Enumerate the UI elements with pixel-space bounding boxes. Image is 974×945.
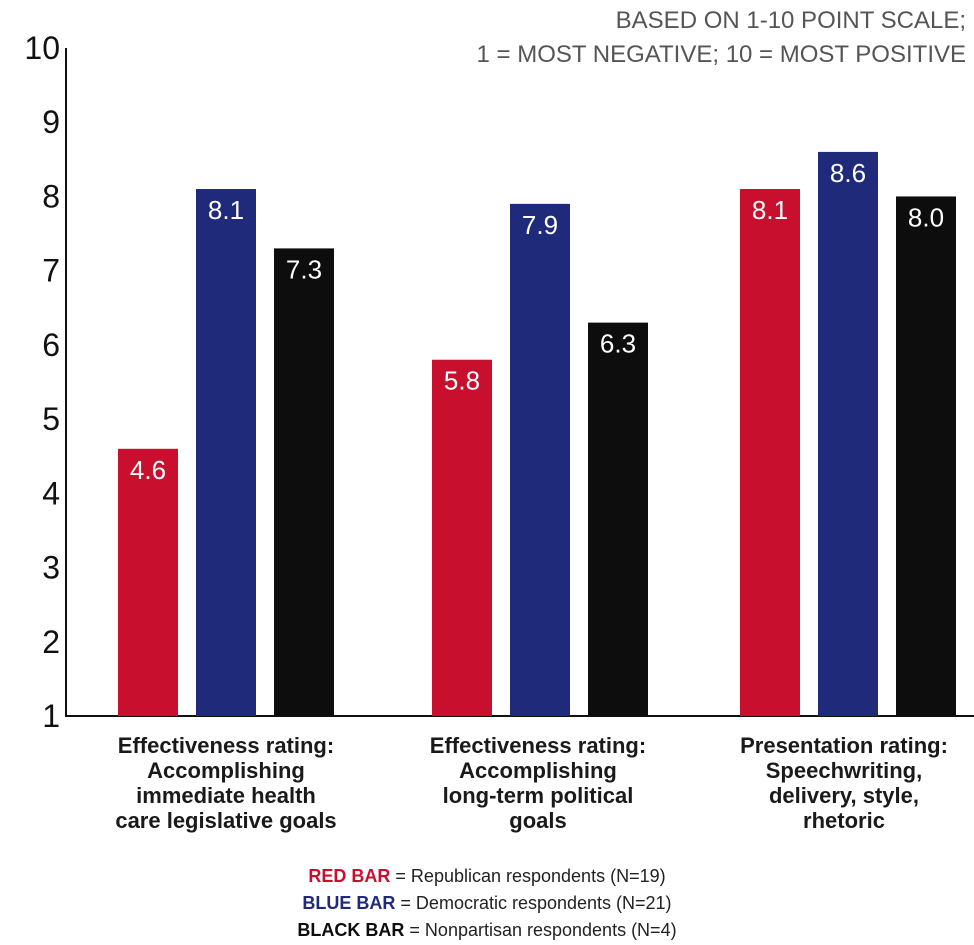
category-label-1: Effectiveness rating: Accomplishing imme…	[76, 733, 376, 833]
category-label-line: Effectiveness rating:	[429, 733, 647, 758]
category-label-line: Presentation rating:	[740, 733, 948, 758]
category-label-line: Accomplishing	[459, 758, 617, 783]
y-tick-label: 10	[24, 30, 60, 66]
bar-value-label: 6.3	[600, 329, 636, 359]
bar	[588, 322, 648, 716]
y-tick-label: 9	[42, 104, 60, 140]
category-label-3: Presentation rating: Speechwriting, deli…	[694, 733, 974, 833]
bar	[274, 248, 334, 716]
bar-value-label: 8.0	[908, 202, 944, 232]
bar-value-label: 7.9	[522, 210, 558, 240]
scale-note-line-1: BASED ON 1-10 POINT SCALE;	[615, 7, 966, 34]
y-tick-label: 6	[42, 327, 60, 363]
category-label-line: Speechwriting,	[765, 758, 923, 783]
bar	[432, 359, 492, 716]
bar	[196, 189, 256, 716]
category-label-line: Effectiveness rating:	[117, 733, 335, 758]
bar-chart: 1 2 3 4 5 6 7 8 9 10 4.6 5.8 8.1 8.1 7.9 8.6 7.3 6.3 8.0	[24, 30, 974, 730]
y-tick-label: 1	[42, 698, 60, 730]
bar-value-label: 8.1	[208, 195, 244, 225]
y-tick-label: 3	[42, 550, 60, 586]
bar	[818, 151, 878, 716]
legend-text: = Democratic respondents (N=21)	[395, 893, 672, 913]
bar	[118, 448, 178, 716]
y-tick-label: 7	[42, 253, 60, 289]
legend-text: = Republican respondents (N=19)	[390, 866, 666, 886]
category-label-line: long-term political	[442, 783, 634, 808]
bar-value-label: 8.6	[830, 158, 866, 188]
bar-value-label: 4.6	[130, 455, 166, 485]
y-tick-label: 8	[42, 178, 60, 214]
category-label-2: Effectiveness rating: Accomplishing long…	[388, 733, 688, 833]
y-tick-label: 4	[42, 475, 60, 511]
y-tick-label: 2	[42, 624, 60, 660]
scale-note-line-2: 1 = MOST NEGATIVE; 10 = MOST POSITIVE	[476, 41, 966, 68]
legend-democratic: BLUE BAR = Democratic respondents (N=21)	[0, 893, 974, 914]
category-label-line: goals	[509, 808, 567, 833]
legend-key-blue: BLUE BAR	[302, 893, 396, 913]
legend-key-black: BLACK BAR	[297, 920, 405, 940]
bar	[896, 196, 956, 716]
y-tick-label: 5	[42, 401, 60, 437]
bar-value-label: 7.3	[286, 254, 322, 284]
category-label-line: delivery, style,	[768, 783, 919, 808]
legend-text: = Nonpartisan respondents (N=4)	[404, 920, 677, 940]
bar-value-label: 8.1	[752, 195, 788, 225]
bar-value-label: 5.8	[444, 366, 480, 396]
category-label-line: Accomplishing	[147, 758, 305, 783]
category-label-line: care legislative goals	[115, 808, 337, 833]
bar	[740, 189, 800, 716]
legend-key-red: RED BAR	[308, 866, 391, 886]
bar	[510, 203, 570, 716]
legend-republican: RED BAR = Republican respondents (N=19)	[0, 866, 974, 887]
category-label-line: rhetoric	[803, 808, 885, 833]
legend-nonpartisan: BLACK BAR = Nonpartisan respondents (N=4…	[0, 920, 974, 941]
category-label-line: immediate health	[136, 783, 316, 808]
